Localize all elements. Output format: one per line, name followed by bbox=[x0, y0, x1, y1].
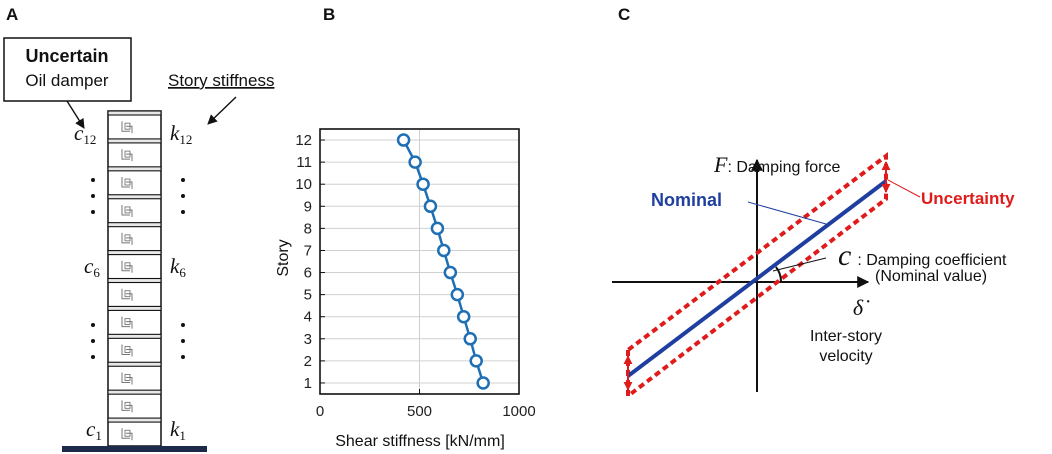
damper-cylinder bbox=[124, 346, 131, 353]
floor-slab bbox=[107, 222, 162, 228]
damper-icon bbox=[121, 177, 133, 190]
damper-cylinder bbox=[124, 178, 131, 186]
damper-icon bbox=[121, 288, 133, 301]
coefficient-label: c: Damping coefficient bbox=[838, 239, 1007, 272]
stiffness-point bbox=[423, 199, 438, 214]
velocity-label-line1: Inter-story bbox=[810, 328, 882, 345]
damper-box-title: Uncertain bbox=[25, 46, 108, 66]
y-tick-label: 9 bbox=[304, 198, 312, 215]
y-tick-label: 3 bbox=[304, 331, 312, 348]
velocity-label-line2: velocity bbox=[819, 348, 872, 365]
stiffness-point bbox=[408, 155, 422, 169]
uncertainty-label: Uncertainty bbox=[921, 189, 1015, 208]
y-tick-label: 7 bbox=[304, 242, 312, 259]
damper-box-subtitle: Oil damper bbox=[25, 71, 108, 90]
stiffness-point bbox=[476, 376, 490, 390]
floor-slab bbox=[107, 333, 162, 339]
panel-b-label: B bbox=[323, 5, 335, 24]
damper-cylinder bbox=[124, 401, 131, 409]
damper-icon bbox=[121, 372, 133, 385]
coefficient-sublabel: (Nominal value) bbox=[875, 268, 987, 285]
floor-slab bbox=[107, 417, 162, 423]
panel-a-label: A bbox=[6, 5, 18, 24]
c6-label: c6 bbox=[84, 254, 100, 280]
damper-icon bbox=[121, 400, 133, 413]
y-tick-label: 1 bbox=[304, 375, 312, 392]
y-tick-label: 8 bbox=[304, 220, 312, 237]
damper-cylinder bbox=[124, 318, 131, 326]
floor-slab bbox=[107, 194, 162, 200]
ground-base bbox=[62, 446, 207, 452]
ellipsis-dots bbox=[91, 178, 185, 359]
damper-cylinder bbox=[124, 373, 131, 381]
y-tick-label: 2 bbox=[304, 353, 312, 370]
floor-slab bbox=[107, 277, 162, 284]
x-tick-label: 500 bbox=[407, 403, 432, 420]
damper-icon bbox=[121, 204, 133, 217]
damper-icon bbox=[121, 344, 133, 357]
damper-cylinder bbox=[124, 290, 131, 298]
damper-cylinder bbox=[124, 122, 131, 130]
floor-slab bbox=[107, 138, 162, 144]
damper-cylinder bbox=[124, 150, 131, 158]
damper-icon bbox=[121, 428, 133, 441]
damper-icon bbox=[121, 149, 133, 162]
chart-y-axis-label: Story bbox=[275, 239, 292, 276]
damper-cylinder bbox=[124, 234, 131, 242]
damper-cylinder bbox=[124, 206, 131, 214]
nominal-label: Nominal bbox=[651, 190, 722, 210]
y-tick-label: 5 bbox=[304, 287, 312, 304]
k1-label: k1 bbox=[170, 417, 186, 443]
c12-label: c12 bbox=[74, 121, 96, 147]
floor-slab bbox=[107, 166, 162, 172]
x-tick-label: 1000 bbox=[502, 403, 535, 420]
uncertainty-leader bbox=[887, 179, 921, 198]
y-tick-label: 11 bbox=[296, 154, 312, 171]
floor-slab bbox=[107, 389, 162, 395]
coefficient-leader bbox=[772, 257, 827, 272]
y-tick-label: 4 bbox=[304, 309, 312, 326]
stiffness-label: Story stiffness bbox=[168, 71, 274, 90]
stiffness-point bbox=[443, 265, 458, 280]
stiffness-point bbox=[469, 354, 483, 368]
damper-icon bbox=[121, 316, 133, 329]
nominal-leader bbox=[747, 201, 827, 225]
k6-label: k6 bbox=[170, 254, 186, 280]
damper-box bbox=[3, 37, 132, 102]
stiffness-series-line bbox=[402, 139, 485, 384]
floor-slab bbox=[107, 361, 162, 367]
stiffness-point bbox=[396, 133, 411, 147]
damper-cylinder bbox=[124, 262, 131, 270]
floor-slab bbox=[107, 250, 162, 256]
y-tick-label: 6 bbox=[304, 265, 312, 282]
y-tick-label: 10 bbox=[295, 176, 312, 193]
force-label: F: Damping force bbox=[713, 152, 840, 177]
c1-label: c1 bbox=[86, 417, 102, 443]
slope-angle-arc bbox=[775, 266, 783, 283]
stiffness-point bbox=[450, 287, 465, 302]
damper-pointer-arrow bbox=[66, 100, 85, 129]
k12-label: k12 bbox=[170, 121, 192, 147]
stiffness-point bbox=[437, 243, 451, 258]
panel-c-label: C bbox=[618, 5, 630, 24]
damper-icon bbox=[121, 232, 133, 245]
velocity-symbol: δ̇ bbox=[853, 295, 870, 320]
x-tick-label: 0 bbox=[316, 403, 324, 420]
stiffness-pointer-arrow bbox=[207, 96, 237, 125]
damper-cylinder bbox=[124, 429, 131, 437]
stiffness-point bbox=[430, 221, 445, 236]
chart-x-axis-label: Shear stiffness [kN/mm] bbox=[335, 433, 505, 450]
floor-slab bbox=[107, 110, 162, 116]
stiffness-point bbox=[456, 309, 471, 324]
damper-icon bbox=[121, 260, 133, 273]
floor-slab bbox=[107, 305, 162, 311]
nominal-line bbox=[626, 179, 888, 378]
building-frame bbox=[107, 110, 162, 447]
stiffness-point bbox=[463, 332, 477, 346]
damper-icon bbox=[121, 121, 133, 134]
y-tick-label: 12 bbox=[295, 132, 312, 149]
stiffness-point bbox=[416, 177, 430, 191]
